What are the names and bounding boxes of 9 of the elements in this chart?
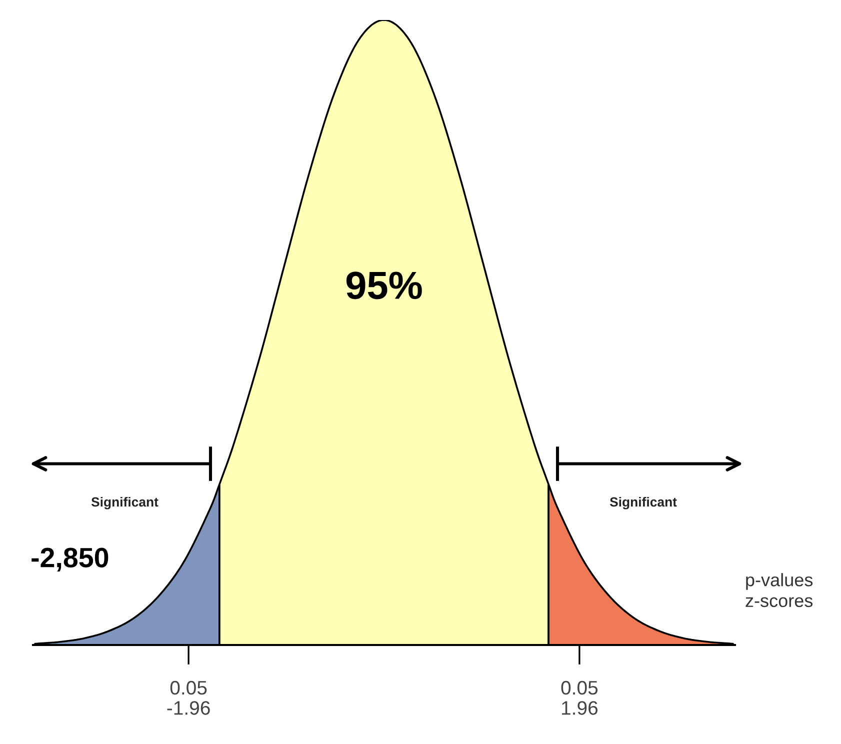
annotation: Significant (91, 496, 158, 510)
x-tick-label: 1.96 (562, 701, 598, 715)
text: 0.05 (561, 680, 598, 695)
text: p-values z-scores (746, 573, 813, 608)
annotation: -2,850 (32, 548, 108, 572)
annotation: 95% (346, 272, 422, 300)
annotation: Significant (610, 496, 677, 510)
x-tick-label: -1.96 (167, 701, 210, 715)
text: 0.05 (170, 680, 207, 695)
